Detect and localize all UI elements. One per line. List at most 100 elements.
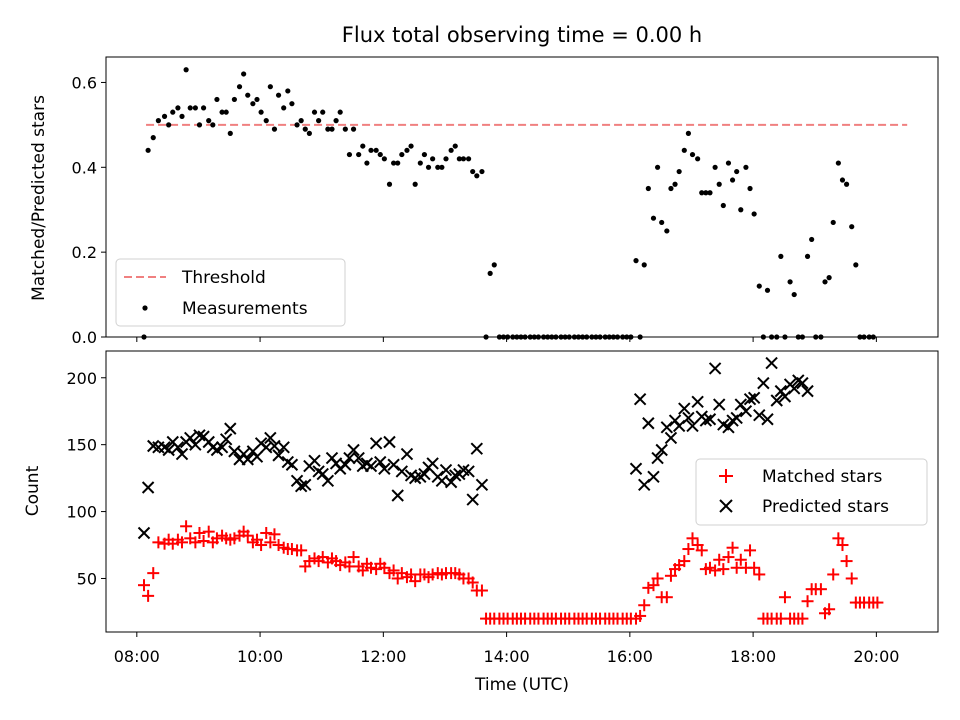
top-y-tick-label: 0.6 <box>72 73 97 92</box>
predicted-stars-point <box>708 362 722 375</box>
matched-stars-point <box>180 520 193 533</box>
predicted-stars-point <box>730 411 743 425</box>
measurement-point <box>391 160 397 166</box>
bottom-x-tick-label: 16:00 <box>607 647 653 666</box>
matched-stars-point <box>871 596 884 609</box>
measurement-point <box>155 118 161 124</box>
measurement-point <box>826 275 832 281</box>
bottom-x-axis-ticks: 08:00 10:00 12:00 14:00 16:00 18:00 20:00 <box>114 632 899 666</box>
measurement-point <box>395 160 401 166</box>
matched-stars-point <box>197 535 210 548</box>
predicted-stars-point <box>418 467 431 481</box>
measurement-point <box>231 96 237 103</box>
matched-stars-point <box>651 572 664 585</box>
measurement-point <box>214 96 220 103</box>
matched-stars-point <box>647 579 660 592</box>
measurement-point <box>187 105 193 111</box>
measurement-point <box>364 160 370 166</box>
measurement-point <box>306 130 312 136</box>
measurement-point <box>751 211 757 217</box>
matched-stars-legend-swatch <box>719 469 733 483</box>
predicted-stars-point <box>285 458 299 471</box>
measurement-point <box>333 118 339 124</box>
predicted-stars-point <box>215 441 229 454</box>
predicted-stars-point <box>449 469 462 482</box>
measurement-point <box>425 164 432 170</box>
measurements-legend-swatch <box>142 305 148 311</box>
measurement-point <box>681 147 687 153</box>
measurement-point <box>408 143 414 149</box>
matched-stars-point <box>814 583 827 596</box>
bottom-y-tick-label: 150 <box>66 436 97 455</box>
bottom-x-tick-label: 12:00 <box>360 647 406 666</box>
measurement-point <box>734 168 740 175</box>
matched-stars-point <box>796 612 809 625</box>
bottom-plot-frame <box>105 350 939 633</box>
measurement-point <box>219 109 225 115</box>
predicted-stars-point <box>682 411 695 425</box>
matched-stars-point <box>176 536 189 549</box>
predicted-stars-point <box>141 481 155 494</box>
matched-stars-point <box>823 603 836 616</box>
predicted-stars-point <box>699 414 713 427</box>
predicted-stars-point <box>369 437 383 450</box>
measurement-point <box>430 156 436 162</box>
top-y-tick-label: 0.4 <box>72 158 97 177</box>
measurement-point <box>487 270 493 276</box>
measurement-point <box>377 151 383 158</box>
measurement-point <box>183 67 189 73</box>
measurement-point <box>470 168 476 175</box>
measurement-point <box>170 109 176 115</box>
measurement-point <box>356 151 362 158</box>
measurement-point <box>725 160 732 166</box>
predicted-stars-point <box>801 384 814 398</box>
matched-stars-point <box>678 555 691 568</box>
predicted-stars-legend-label: Predicted stars <box>762 497 889 517</box>
measurement-point <box>729 177 736 183</box>
top-y-axis-ticks: 0.0 0.2 0.4 0.6 <box>72 73 106 347</box>
matched-stars-point <box>682 543 695 556</box>
predicted-stars-point <box>761 413 774 426</box>
bottom-x-tick-label: 20:00 <box>853 647 899 666</box>
measurement-point <box>695 156 701 162</box>
bottom-legend-box <box>695 458 928 526</box>
matched-stars-point <box>840 555 853 568</box>
matched-stars-point <box>347 551 360 564</box>
matched-stars-point <box>734 553 747 566</box>
matched-stars-series <box>138 520 884 625</box>
measurement-point <box>150 135 156 141</box>
measurement-point <box>399 151 405 158</box>
measurement-point <box>703 190 709 196</box>
measurement-point <box>439 164 445 170</box>
measurement-point <box>835 160 841 166</box>
matched-stars-point <box>241 529 254 542</box>
bottom-x-tick-label: 10:00 <box>237 647 283 666</box>
measurement-point <box>791 291 797 298</box>
matched-stars-point <box>264 536 277 549</box>
predicted-stars-point <box>633 392 647 406</box>
measurement-point <box>263 118 269 124</box>
predicted-stars-point <box>703 413 717 426</box>
measurement-point <box>404 147 410 153</box>
measurement-point <box>672 181 678 187</box>
measurement-point <box>747 185 753 192</box>
measurement-point <box>325 126 331 132</box>
matched-stars-point <box>709 564 722 577</box>
predicted-stars-point <box>193 429 206 442</box>
matched-stars-point <box>748 561 761 574</box>
measurement-point <box>707 190 713 196</box>
matched-stars-point <box>638 599 651 612</box>
matched-stars-point <box>142 589 155 602</box>
predicted-stars-point <box>734 398 747 411</box>
matched-stars-point <box>356 564 369 577</box>
measurement-point <box>161 113 168 119</box>
top-y-tick-label: 0.2 <box>72 243 97 262</box>
predicted-stars-point <box>753 409 766 422</box>
predicted-stars-point <box>277 441 290 454</box>
measurement-point <box>822 279 828 285</box>
top-panel: Flux total observing time = 0.00 h Match… <box>29 23 939 347</box>
predicted-stars-point <box>439 463 453 477</box>
bottom-x-tick-label: 14:00 <box>484 647 530 666</box>
measurement-point <box>329 126 335 132</box>
measurement-point <box>368 147 374 153</box>
